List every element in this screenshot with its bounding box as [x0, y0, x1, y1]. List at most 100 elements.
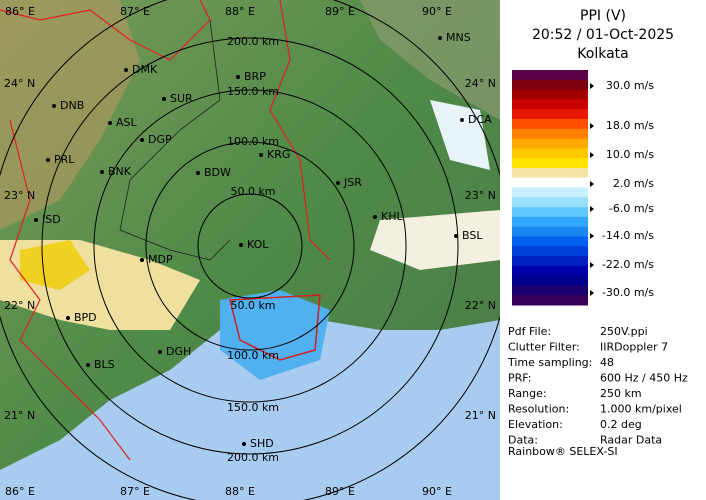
city-dot — [460, 118, 464, 122]
city-label: DMK — [132, 63, 158, 76]
info-key: Resolution: — [508, 403, 569, 416]
legend-swatch — [512, 109, 588, 120]
city-label: BLS — [94, 358, 115, 371]
ring-label: 50.0 km — [230, 299, 275, 312]
city-label: KRG — [267, 148, 290, 161]
lon-label: 89° E — [325, 485, 355, 498]
legend-swatch — [512, 295, 588, 306]
district-line — [119, 19, 231, 261]
city-dot — [239, 243, 243, 247]
ring-label: 200.0 km — [227, 35, 279, 48]
map — [0, 0, 500, 500]
legend-arrow — [590, 262, 594, 268]
lon-label: 90° E — [422, 5, 452, 18]
city-dot — [196, 171, 200, 175]
city-dot — [336, 181, 340, 185]
legend-swatch — [512, 158, 588, 169]
legend-swatch — [512, 207, 588, 218]
city-dot — [242, 442, 246, 446]
legend-label: 2.0 m/s — [613, 177, 654, 190]
city-dot — [236, 75, 240, 79]
city-label: DGH — [166, 345, 191, 358]
legend-swatch — [512, 187, 588, 198]
legend-arrow — [590, 83, 594, 89]
lon-label: 89° E — [325, 5, 355, 18]
info-key: Clutter Filter: — [508, 341, 580, 354]
ring-label: 150.0 km — [227, 85, 279, 98]
city-label: MNS — [446, 31, 471, 44]
coastline — [229, 294, 321, 361]
city-label: BPD — [74, 311, 97, 324]
ring-label: 50.0 km — [230, 185, 275, 198]
city-label: DNB — [60, 99, 84, 112]
legend-swatch — [512, 128, 588, 140]
city-label: ASL — [116, 116, 138, 129]
legend-arrow — [590, 152, 594, 158]
legend-arrow — [590, 181, 594, 187]
legend-swatch — [512, 256, 588, 267]
legend-swatch — [512, 89, 588, 100]
border — [269, 0, 331, 261]
lat-label: 21° N — [4, 409, 35, 422]
lat-label: 22° N — [4, 299, 35, 312]
city-label: KHL — [381, 210, 403, 223]
info-value: 48 — [600, 356, 614, 369]
info-value: 600 Hz / 450 Hz — [600, 372, 688, 385]
panel-title: 20:52 / 01-Oct-2025 — [532, 27, 674, 43]
info-value: 250V.ppi — [600, 325, 648, 338]
legend-swatch — [512, 99, 588, 110]
info-key: Time sampling: — [507, 356, 592, 369]
info-value: 1.000 km/pixel — [600, 403, 682, 416]
legend-swatch — [512, 265, 588, 277]
legend-swatch — [512, 197, 588, 208]
legend-swatch — [512, 148, 588, 159]
info-value: 250 km — [600, 387, 642, 400]
city-dot — [34, 218, 38, 222]
info-key: Range: — [508, 387, 547, 400]
legend-arrow — [590, 206, 594, 212]
range-rings — [0, 0, 500, 500]
legend-label: 30.0 m/s — [606, 79, 654, 92]
range-ring — [197, 193, 303, 299]
legend-swatch — [512, 285, 588, 296]
echo — [220, 290, 330, 380]
terrain — [0, 0, 140, 230]
city-label: SUR — [170, 92, 193, 105]
city-dot — [162, 97, 166, 101]
legend-label: -6.0 m/s — [609, 202, 654, 215]
ring-label: 100.0 km — [227, 349, 279, 362]
lat-label: 24° N — [465, 77, 496, 90]
legend-arrow — [590, 290, 594, 296]
city-dot — [158, 350, 162, 354]
legend-arrow — [590, 233, 594, 239]
lat-label: 24° N — [4, 77, 35, 90]
range-ring — [41, 37, 459, 455]
ring-label: 150.0 km — [227, 401, 279, 414]
legend-swatch — [512, 138, 588, 149]
legend-swatch — [512, 118, 588, 130]
sea — [0, 300, 500, 500]
city-label: SHD — [250, 437, 274, 450]
range-ring — [93, 89, 407, 403]
legend-arrow — [590, 123, 594, 129]
panel-title: Kolkata — [577, 46, 628, 62]
border — [9, 119, 131, 461]
echo — [430, 100, 490, 170]
city-dot — [86, 363, 90, 367]
lat-label: 23° N — [465, 189, 496, 202]
city-dot — [66, 316, 70, 320]
city-dot — [140, 138, 144, 142]
lon-label: 87° E — [120, 485, 150, 498]
info-key: Elevation: — [508, 418, 563, 431]
lat-label: 23° N — [4, 189, 35, 202]
panel-title: PPI (V) — [580, 8, 626, 24]
city-label: KOL — [247, 238, 269, 251]
lon-label: 90° E — [422, 485, 452, 498]
legend-swatch — [512, 246, 588, 257]
legend-swatch — [512, 275, 588, 286]
legend-swatch — [512, 167, 588, 179]
city-label: MDP — [148, 253, 173, 266]
ring-label: 100.0 km — [227, 135, 279, 148]
lon-label: 88° E — [225, 5, 255, 18]
